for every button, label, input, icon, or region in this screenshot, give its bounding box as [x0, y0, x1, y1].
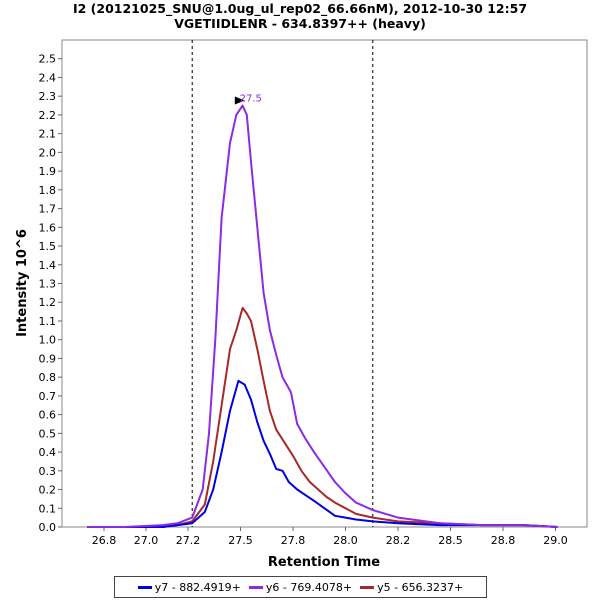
y-tick-label: 2.2 [39, 109, 57, 122]
legend-item: y6 - 769.4078+ [248, 580, 353, 594]
plot-area [61, 39, 588, 528]
legend-item: y5 - 656.3237+ [360, 581, 463, 594]
chart-title-line1: I2 (20121025_SNU@1.0ug_ul_rep02_66.66nM)… [72, 1, 528, 16]
legend-swatch [248, 585, 263, 589]
x-axis-label: Retention Time [268, 555, 380, 570]
x-axis: 26.8 27.0 27.2 27.5 27.8 28.0 28.2 28.5 28.8 29.0 [92, 527, 568, 547]
x-tick-label: 28.2 [386, 534, 411, 547]
x-tick-label: 27.5 [228, 534, 253, 547]
series-group [87, 104, 558, 528]
y-tick-label: 0.6 [39, 409, 57, 422]
y-axis-label: Intensity 10^6 [15, 229, 30, 337]
y-tick-label: 1.6 [39, 221, 57, 234]
legend-label: y5 - 656.3237+ [377, 580, 464, 594]
y-tick-label: 0.3 [39, 465, 57, 478]
legend-item: y7 - 882.4919+ [137, 580, 241, 594]
legend: y7 - 882.4919+ y6 - 769.4078+ y5 - 656.323… [114, 576, 487, 598]
y-axis: 0.0 0.1 0.2 0.3 0.4 0.5 0.6 0.7 0.8 0.9 1.0 1.1 1.2 1… [39, 53, 62, 534]
x-tick-label: 27.8 [281, 534, 306, 547]
series-line-y7 [87, 379, 558, 528]
peak-annotation: 27.5 [234, 94, 262, 105]
y-tick-label: 1.7 [39, 203, 57, 216]
peak-label: 27.5 [240, 94, 262, 105]
x-tick-label: 27.2 [176, 534, 201, 547]
y-tick-label: 2.1 [39, 128, 57, 141]
y-tick-label: 0.2 [39, 484, 57, 497]
series-line-y5 [87, 306, 558, 528]
peak-marker-icon [234, 96, 245, 105]
y-tick-label: 1.9 [39, 165, 57, 178]
y-tick-label: 0.0 [39, 521, 57, 534]
y-tick-label: 1.2 [39, 296, 57, 309]
legend-label: y7 - 882.4919+ [154, 580, 241, 594]
legend-label: y6 - 769.4078+ [265, 580, 353, 594]
x-tick-label: 28.8 [491, 534, 516, 547]
x-tick-label: 27.0 [134, 534, 159, 547]
x-tick-label: 29.0 [543, 534, 568, 547]
y-tick-label: 1.1 [39, 315, 57, 328]
y-tick-label: 0.5 [39, 427, 57, 440]
y-tick-label: 0.4 [39, 446, 57, 459]
chart-title: I2 (20121025_SNU@1.0ug_ul_rep02_66.66nM)… [0, 1, 600, 31]
y-tick-label: 0.1 [39, 502, 57, 515]
x-tick-label: 28.0 [333, 534, 358, 547]
y-tick-label: 0.8 [39, 371, 57, 384]
y-tick-label: 1.5 [39, 240, 57, 253]
y-tick-label: 0.9 [39, 352, 57, 365]
y-tick-label: 1.3 [39, 278, 57, 291]
y-tick-label: 1.8 [39, 184, 57, 197]
series-line-y6 [87, 104, 558, 528]
y-tick-label: 2.3 [39, 90, 57, 103]
chromatogram-chart: 0.0 0.1 0.2 0.3 0.4 0.5 0.6 0.7 0.8 0.9 1.0 1.1 1.2 1… [15, 39, 588, 570]
y-tick-label: 2.4 [39, 71, 57, 84]
y-tick-label: 2.5 [39, 53, 57, 66]
y-tick-label: 1.0 [39, 334, 57, 347]
y-tick-label: 0.7 [39, 390, 57, 403]
legend-swatch [360, 585, 375, 589]
legend-swatch [137, 585, 152, 589]
x-tick-label: 28.5 [438, 534, 463, 547]
x-tick-label: 26.8 [92, 534, 117, 547]
y-tick-label: 1.4 [39, 259, 57, 272]
y-tick-label: 2.0 [39, 146, 57, 159]
chart-title-line2: VGETIIDLENR - 634.8397++ (heavy) [174, 16, 426, 31]
